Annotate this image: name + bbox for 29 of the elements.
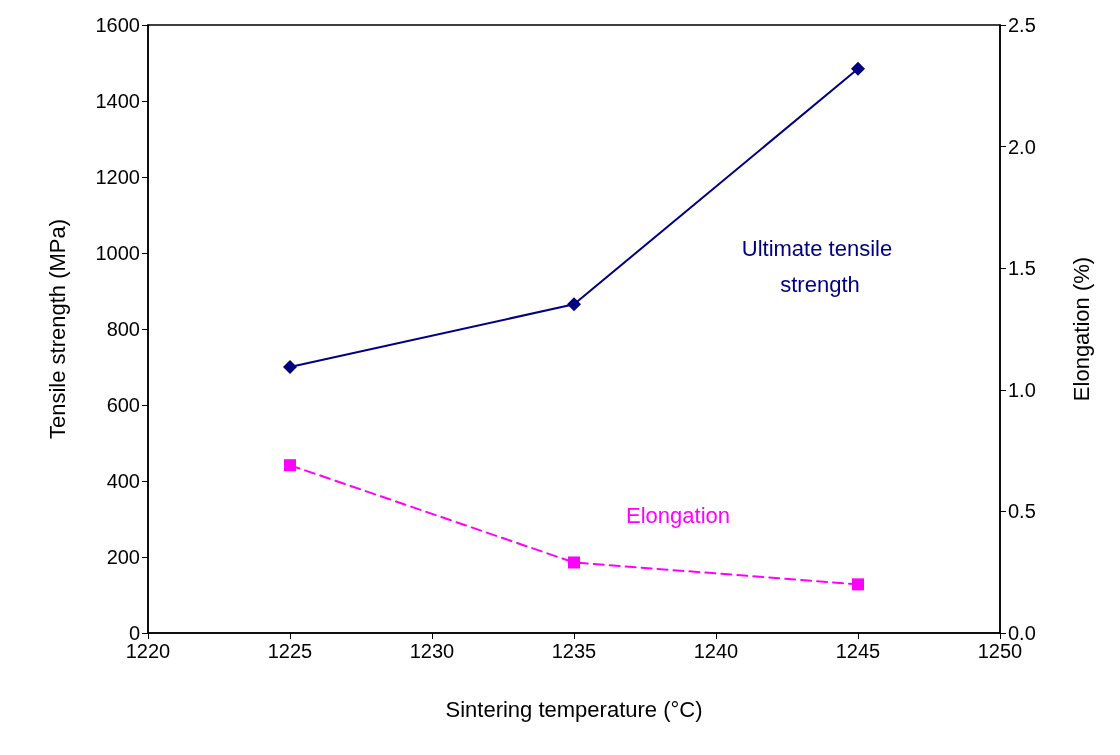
x-axis-title: Sintering temperature (°C): [445, 696, 703, 722]
y2-tick-label: 2.5: [1008, 14, 1036, 36]
y-tick-label: 1400: [95, 90, 140, 112]
y-tick-label: 800: [106, 318, 140, 340]
x-tick-label: 1240: [693, 640, 739, 662]
y2-tick-label: 1.0: [1008, 378, 1036, 401]
point: [283, 360, 297, 374]
y-tick-label: 1200: [95, 166, 140, 188]
x-tick-label: 1230: [409, 640, 455, 662]
y2-axis-title: Elongation (%): [1068, 256, 1094, 402]
x-tick-label: 1225: [267, 640, 313, 662]
point: [568, 556, 580, 569]
x-tick-label: 1245: [835, 640, 881, 662]
y-tick-label: 600: [106, 394, 140, 416]
y-axis-title: Tensile strength (MPa): [44, 218, 70, 440]
y-tick-label: 1000: [95, 242, 140, 264]
point: [284, 459, 296, 472]
series-label: Elongation: [626, 502, 730, 528]
text: Ultimate tensile strength: [741, 236, 899, 297]
y-tick-label: 1600: [95, 14, 140, 36]
y2-tick-label: 0.5: [1008, 500, 1036, 523]
y-tick-label: 400: [106, 470, 140, 492]
point: [852, 578, 864, 591]
y2-tick-label: 1.5: [1008, 257, 1036, 280]
y-tick-label: 200: [106, 546, 140, 568]
x-tick-label: 1235: [551, 640, 597, 662]
point: [567, 297, 581, 312]
point: [851, 61, 865, 76]
y2-tick-label: 2.0: [1008, 135, 1036, 158]
